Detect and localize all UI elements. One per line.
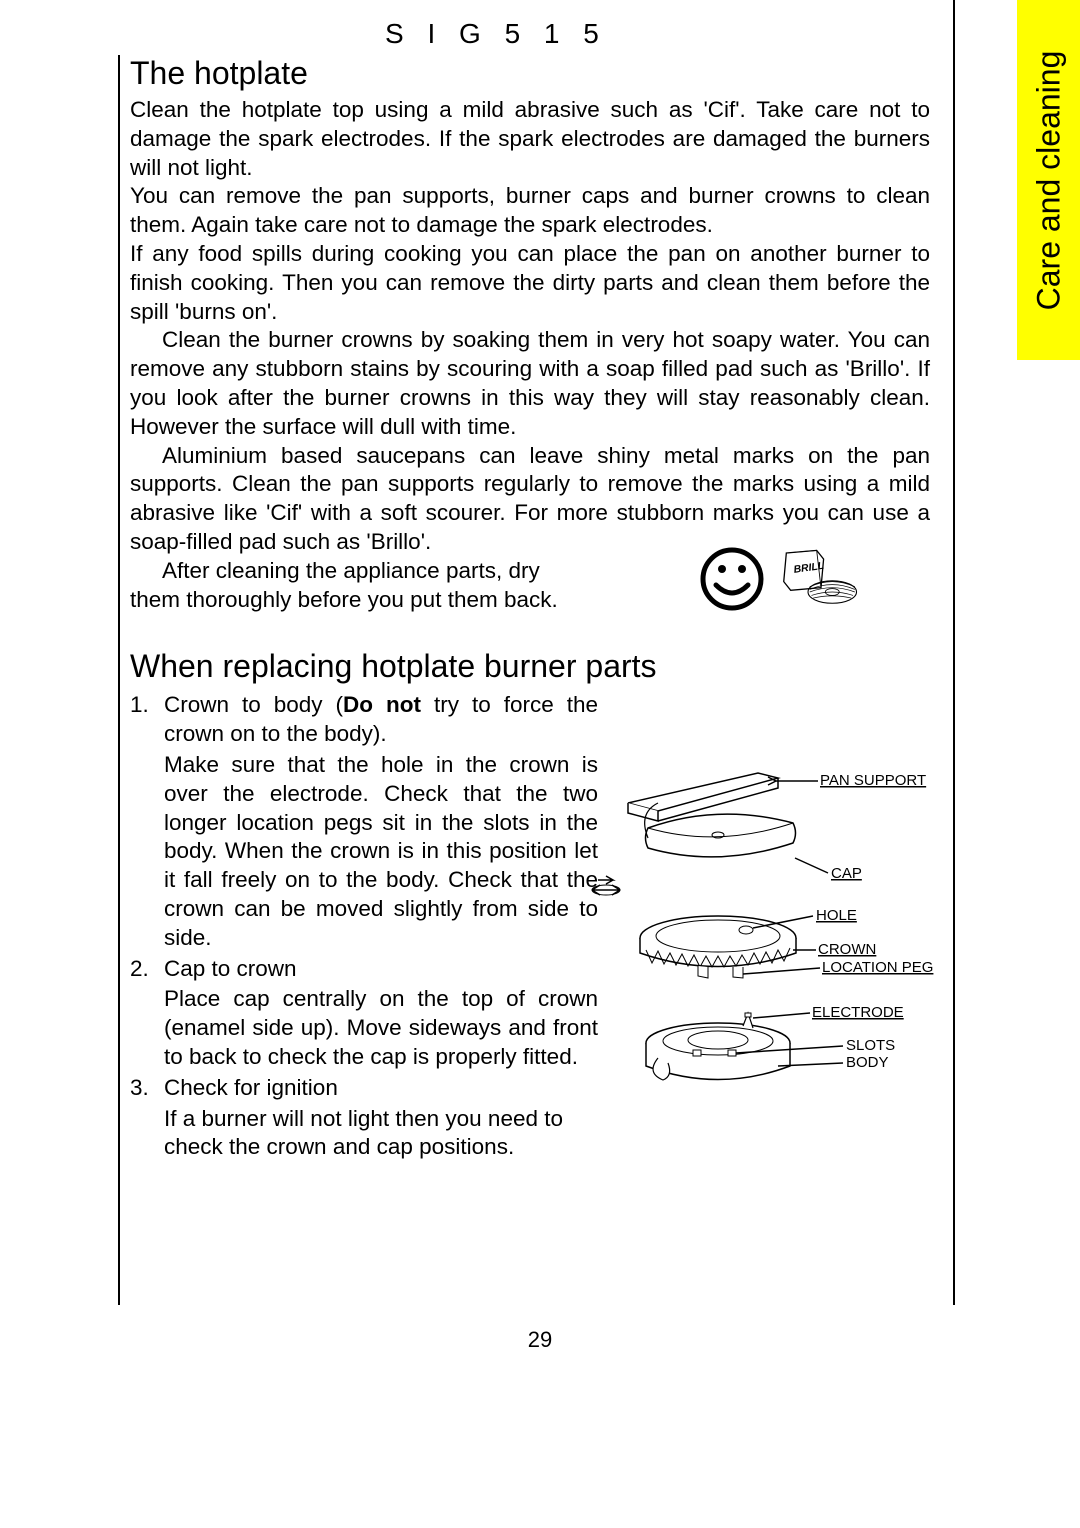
smiley-icon [700,547,764,611]
label-hole: HOLE [816,907,857,924]
list-item: 2. Cap to crown Place cap centrally on t… [130,955,598,1072]
vertical-rule-left [118,55,120,1305]
replacing-heading: When replacing hotplate burner parts [130,648,940,685]
list-number: 1. [130,691,164,952]
item2-lead: Cap to crown [164,956,297,981]
hotplate-p6b: them thoroughly before you put them back… [130,586,720,615]
label-body: BODY [846,1054,889,1071]
label-location-peg: LOCATION PEG [822,959,933,976]
label-crown: CROWN [818,941,876,958]
label-electrode: ELECTRODE [812,1004,904,1021]
label-pan-support: PAN SUPPORT [820,772,926,789]
burner-diagram-area: PAN SUPPORT CAP [618,691,928,1164]
side-tab: Care and cleaning [1017,0,1080,360]
vertical-rule-right [953,0,955,1305]
item3-sub: If a burner will not light then you need… [164,1105,598,1163]
item1-lead-bold: Do not [343,692,421,717]
label-slots: SLOTS [846,1037,895,1054]
page-number: 29 [528,1327,552,1353]
cleaning-icons: BRILL [700,547,860,611]
section-replacing-parts: When replacing hotplate burner parts 1. … [130,648,940,1164]
hotplate-p3: If any food spills during cooking you ca… [130,240,930,326]
hotplate-p5: Aluminium based saucepans can leave shin… [130,442,930,557]
hotplate-p6a: After cleaning the appliance parts, dry [130,557,720,586]
list-item: 3. Check for ignition If a burner will n… [130,1074,598,1162]
text-arrow-icon [590,881,626,899]
section-hotplate: The hotplate Clean the hotplate top usin… [130,55,930,614]
burner-diagram-icon: PAN SUPPORT CAP [598,743,948,1173]
page-header-title: S I G 5 1 5 [385,18,607,50]
item3-lead: Check for ignition [164,1075,338,1100]
list-number: 2. [130,955,164,1072]
side-tab-label: Care and cleaning [1030,50,1067,310]
label-cap: CAP [831,865,862,882]
list-number: 3. [130,1074,164,1162]
item1-lead-a: Crown to body ( [164,692,343,717]
brillo-icon: BRILL [782,547,860,611]
hotplate-heading: The hotplate [130,55,930,92]
item1-sub: Make sure that the hole in the crown is … [164,751,598,953]
list-item: 1. Crown to body (Do not try to force th… [130,691,598,952]
hotplate-p2: You can remove the pan supports, burner … [130,182,930,240]
item2-sub: Place cap centrally on the top of crown … [164,985,598,1071]
hotplate-p1: Clean the hotplate top using a mild abra… [130,96,930,182]
hotplate-p4: Clean the burner crowns by soaking them … [130,326,930,441]
